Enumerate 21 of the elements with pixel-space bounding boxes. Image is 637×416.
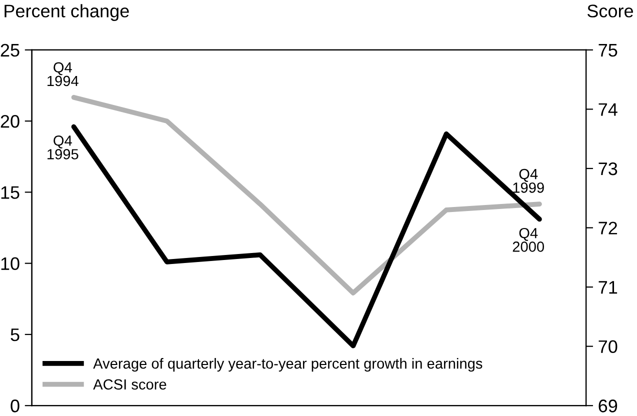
y2-tick-label: 75 [598,44,618,57]
y-tick-label: 0 [10,400,20,412]
y-tick-label: 20 [0,114,20,128]
y-axis-title: Percent change [4,4,129,21]
annotation: Q4 2000 [512,228,544,252]
y2-tick-label: 70 [598,340,618,354]
annotation: Q4 1999 [513,168,544,193]
y2-axis-title: Score [587,4,634,18]
y2-tick-label: 71 [598,281,618,294]
y2-tick-label: 69 [598,400,618,412]
annotation: Q4 1994 [48,62,78,86]
annotation: Q4 1995 [48,135,78,160]
y2-tick-label: 74 [598,103,618,116]
legend-label: Average of quarterly year-to-year percent growth in earnings [93,358,482,372]
y-tick-label: 10 [1,257,20,270]
y-tick-label: 5 [10,328,20,342]
y-tick-label: 25 [0,44,20,57]
y2-tick-label: 73 [598,162,618,176]
y2-tick-label: 72 [598,222,618,234]
legend-label: ACSI score [93,379,166,390]
y-tick-label: 15 [1,186,20,199]
